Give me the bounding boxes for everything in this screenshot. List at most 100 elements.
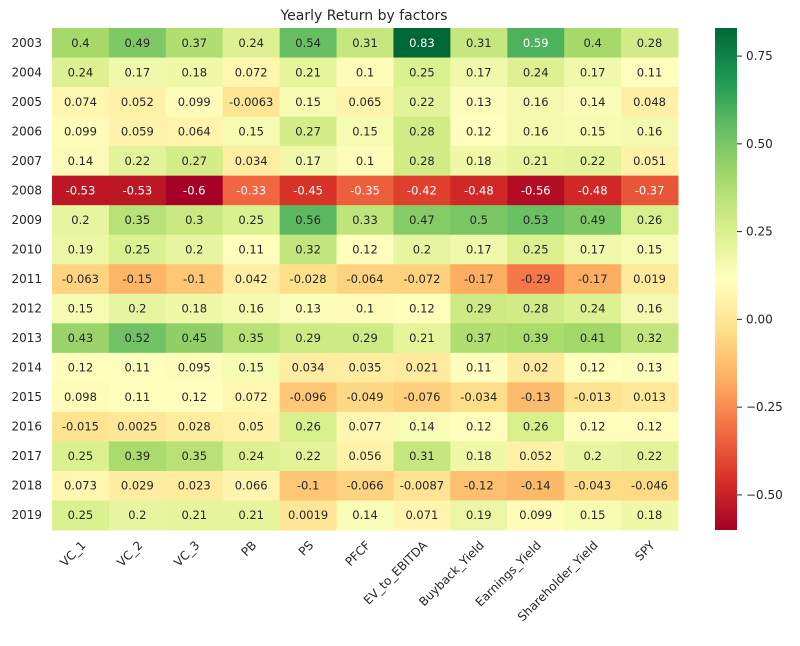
cell-label: 0.023 <box>178 479 211 493</box>
cell-label: -0.14 <box>521 479 551 493</box>
heatmap-cell <box>52 264 110 295</box>
cell-label: 0.14 <box>409 420 435 434</box>
row-label: 2016 <box>11 420 42 434</box>
heatmap-cell <box>450 352 508 383</box>
cell-label: 0.18 <box>466 449 492 463</box>
cell-label: 0.21 <box>409 331 435 345</box>
cell-label: 0.11 <box>238 242 264 256</box>
heatmap-cell <box>165 411 224 442</box>
heatmap-cell <box>564 382 622 413</box>
heatmap-cell <box>450 87 508 118</box>
colorbar-tick-label: −0.50 <box>746 488 783 502</box>
heatmap-cell <box>564 470 622 501</box>
cell-label: 0.2 <box>413 242 431 256</box>
cell-label: 0.21 <box>181 508 207 522</box>
cell-label: 0.53 <box>523 213 549 227</box>
cell-label: 0.26 <box>523 420 549 434</box>
heatmap-cell <box>450 323 508 354</box>
cell-label: 0.12 <box>466 420 492 434</box>
cell-label: 0.56 <box>295 213 321 227</box>
row-label: 2009 <box>11 213 42 227</box>
cell-label: -0.29 <box>521 272 551 286</box>
cell-label: -0.48 <box>578 183 608 197</box>
cell-label: 0.17 <box>125 65 151 79</box>
cell-label: 0.25 <box>238 213 264 227</box>
cell-label: 0.15 <box>295 95 321 109</box>
heatmap-cell <box>222 352 281 383</box>
cell-label: 0.59 <box>523 36 549 50</box>
heatmap-cell <box>450 470 508 501</box>
row-label: 2015 <box>11 390 42 404</box>
colorbar-tick-label: 0.25 <box>746 225 773 239</box>
cell-label: 0.15 <box>580 124 606 138</box>
cell-label: 0.0019 <box>288 508 328 522</box>
heatmap-cell <box>222 116 281 147</box>
heatmap-cell <box>108 264 167 295</box>
heatmap-cell <box>52 411 110 442</box>
heatmap-cell <box>393 382 451 413</box>
cell-label: 0.052 <box>519 449 552 463</box>
cell-label: -0.043 <box>574 479 611 493</box>
heatmap-cell <box>507 87 565 118</box>
heatmap-cell <box>165 293 224 324</box>
heatmap-cell <box>336 264 394 295</box>
cell-label: 0.22 <box>580 154 606 168</box>
heatmap-cell <box>393 205 451 236</box>
cell-label: 0.22 <box>637 449 663 463</box>
heatmap-cell <box>279 87 338 118</box>
cell-label: -0.42 <box>407 183 437 197</box>
heatmap-cell <box>222 441 281 472</box>
heatmap-cell <box>336 87 394 118</box>
cell-label: -0.17 <box>464 272 494 286</box>
heatmap-cell <box>336 28 394 59</box>
cell-label: 0.47 <box>409 213 435 227</box>
heatmap-cell <box>165 146 224 177</box>
cell-label: 0.11 <box>125 361 151 375</box>
cell-label: 0.17 <box>466 65 492 79</box>
heatmap-cell <box>108 116 167 147</box>
heatmap-cell <box>393 323 451 354</box>
heatmap-cell <box>222 205 281 236</box>
heatmap-cell <box>222 470 281 501</box>
column-label: PS <box>296 538 316 558</box>
cell-label: 0.12 <box>637 420 663 434</box>
cell-label: 0.18 <box>466 154 492 168</box>
cell-label: -0.53 <box>66 183 96 197</box>
heatmap-cell <box>393 264 451 295</box>
heatmap-cell <box>336 146 394 177</box>
cell-label: 0.065 <box>349 95 382 109</box>
cell-label: 0.28 <box>409 124 435 138</box>
heatmap-cell <box>450 293 508 324</box>
heatmap-cell <box>450 175 508 206</box>
cell-label: -0.12 <box>464 479 494 493</box>
cell-label: 0.21 <box>238 508 264 522</box>
column-label: VC_2 <box>114 538 145 569</box>
colorbar-gradient <box>715 28 737 530</box>
heatmap-cell <box>336 352 394 383</box>
column-labels: VC_1 VC_2 VC_3 PB PS PFCFEV_to_EBITDABuyback_… <box>57 538 658 624</box>
cell-label: 0.0025 <box>117 420 157 434</box>
cell-label: -0.45 <box>293 183 323 197</box>
cell-label: 0.15 <box>238 124 264 138</box>
row-label: 2010 <box>11 242 42 256</box>
cell-label: -0.0087 <box>400 479 444 493</box>
cell-label: 0.14 <box>580 95 606 109</box>
cell-label: 0.11 <box>466 361 492 375</box>
cell-label: 0.14 <box>352 508 378 522</box>
cell-label: 0.02 <box>523 361 549 375</box>
heatmap-cell <box>165 87 224 118</box>
column-label: VC_3 <box>171 538 202 569</box>
cell-label: 0.25 <box>523 242 549 256</box>
row-label: 2006 <box>11 124 42 138</box>
cell-label: 0.1 <box>356 154 374 168</box>
heatmap-cell <box>165 323 224 354</box>
heatmap-cell <box>52 28 110 59</box>
heatmap-cell <box>450 28 508 59</box>
heatmap-cell <box>222 146 281 177</box>
cell-label: 0.19 <box>68 242 94 256</box>
heatmap-cell <box>621 441 679 472</box>
heatmap-cell <box>393 234 451 265</box>
cell-label: 0.042 <box>235 272 268 286</box>
cell-label: 0.2 <box>71 213 89 227</box>
cell-label: 0.31 <box>352 36 378 50</box>
